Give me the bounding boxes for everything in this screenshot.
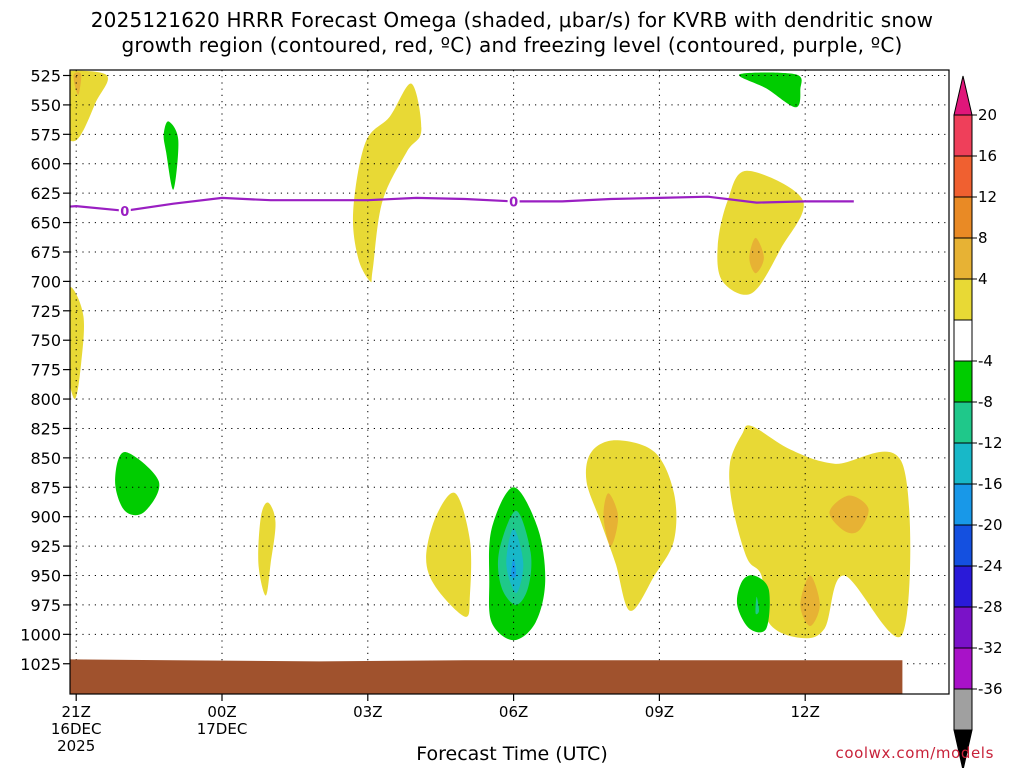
terrain-layer xyxy=(70,659,903,694)
colorbar-swatch-14 xyxy=(953,688,973,731)
colorbar-label-7: -12 xyxy=(978,434,1003,452)
colorbar-swatch-3 xyxy=(953,237,973,280)
chart-title: 2025121620 HRRR Forecast Omega (shaded, … xyxy=(0,8,1024,58)
tick-label-x-00Z-2: 17DEC xyxy=(197,720,248,738)
omega-region-5 xyxy=(717,170,804,295)
tick-label-x-21Z-1: 21Z xyxy=(62,703,91,721)
colorbar-label-12: -32 xyxy=(978,639,1003,657)
tick-label-x-09Z-1: 09Z xyxy=(645,703,674,721)
colorbar-swatch-7 xyxy=(953,401,973,444)
colorbar-label-8: -16 xyxy=(978,475,1003,493)
tick-label-y-625: 625 xyxy=(30,184,61,203)
omega-region-7 xyxy=(70,286,84,399)
tick-label-y-925: 925 xyxy=(30,537,61,556)
colorbar-label-10: -24 xyxy=(978,557,1003,575)
tick-label-y-675: 675 xyxy=(30,243,61,262)
tick-label-y-550: 550 xyxy=(30,96,61,115)
colorbar-label-2: 12 xyxy=(978,188,997,206)
omega-region-20 xyxy=(736,575,770,633)
colorbar-label-1: 16 xyxy=(978,147,997,165)
colorbar-label-6: -8 xyxy=(978,393,993,411)
tick-label-y-875: 875 xyxy=(30,478,61,497)
tick-label-x-06Z-1: 06Z xyxy=(499,703,528,721)
colorbar-swatch-8 xyxy=(953,442,973,485)
omega-shading-layer xyxy=(70,70,911,641)
freezing-level-label-bg-0 xyxy=(118,202,131,219)
colorbar-top-arrow xyxy=(953,75,973,116)
terrain-surface xyxy=(70,659,903,694)
omega-region-18 xyxy=(829,495,869,534)
omega-region-17 xyxy=(729,425,911,639)
freezing-level-label-0: 0 xyxy=(120,205,129,220)
omega-region-4 xyxy=(738,72,802,108)
tick-label-y-700: 700 xyxy=(30,272,61,291)
omega-region-9 xyxy=(258,502,276,596)
colorbar-label-11: -28 xyxy=(978,598,1003,616)
colorbar-swatch-9 xyxy=(953,483,973,526)
colorbar-swatch-4 xyxy=(953,278,973,321)
x-axis-label: Forecast Time (UTC) xyxy=(416,743,608,765)
tick-label-y-800: 800 xyxy=(30,390,61,409)
tick-label-y-725: 725 xyxy=(30,302,61,321)
omega-region-2 xyxy=(163,121,179,190)
tick-label-x-21Z-2: 16DEC xyxy=(51,720,102,738)
omega-region-6 xyxy=(749,237,764,274)
plot-frame xyxy=(69,69,950,695)
tick-label-x-21Z-3: 2025 xyxy=(57,737,95,755)
freezing-level-label-1: 0 xyxy=(509,195,518,210)
colorbar-bottom-arrow xyxy=(953,729,973,768)
colorbar-swatch-10 xyxy=(953,524,973,567)
colorbar-label-4: 4 xyxy=(978,270,988,288)
chart-title-line2: growth region (contoured, red, ºC) and f… xyxy=(121,33,903,57)
colorbar-swatch-12 xyxy=(953,606,973,649)
chart-title-line1: 2025121620 HRRR Forecast Omega (shaded, … xyxy=(90,8,934,32)
grid-layer xyxy=(70,70,949,694)
colorbar-label-0: 20 xyxy=(978,106,997,124)
omega-region-10 xyxy=(426,492,472,617)
omega-region-3 xyxy=(352,83,422,283)
colorbar-label-3: 8 xyxy=(978,229,988,247)
omega-region-16 xyxy=(603,493,619,547)
omega-region-21 xyxy=(755,596,760,615)
freezing-level-layer: 00 xyxy=(70,193,854,220)
tick-label-x-00Z-1: 00Z xyxy=(207,703,236,721)
tick-label-y-1000: 1000 xyxy=(20,625,61,644)
colorbar: 20 16 12 8 4 -4 -8 -12 -16 -20 -24 -28 -32 -36 xyxy=(953,75,1003,768)
colorbar-swatch-6 xyxy=(953,360,973,403)
colorbar-swatch-11 xyxy=(953,565,973,608)
tick-label-y-600: 600 xyxy=(30,155,61,174)
tick-label-y-950: 950 xyxy=(30,567,61,586)
colorbar-label-5: -4 xyxy=(978,352,993,370)
tick-label-x-12Z-1: 12Z xyxy=(791,703,820,721)
tick-label-y-975: 975 xyxy=(30,596,61,615)
colorbar-swatch-5 xyxy=(953,319,973,362)
colorbar-swatch-1 xyxy=(953,155,973,198)
colorbar-swatch-0 xyxy=(953,114,973,157)
omega-region-14 xyxy=(511,557,517,578)
tick-label-y-750: 750 xyxy=(30,331,61,350)
tick-label-y-650: 650 xyxy=(30,214,61,233)
omega-region-8 xyxy=(115,452,160,516)
credit-link[interactable]: coolwx.com/models xyxy=(835,744,994,762)
y-axis: 525 550 575 600 625 650 675 700 725 750 775 800 825 8… xyxy=(20,67,70,674)
tick-label-y-775: 775 xyxy=(30,361,61,380)
tick-label-y-525: 525 xyxy=(30,67,61,86)
freezing-level-label-bg-1 xyxy=(507,193,520,210)
tick-label-y-825: 825 xyxy=(30,419,61,438)
colorbar-label-9: -20 xyxy=(978,516,1003,534)
tick-label-y-900: 900 xyxy=(30,508,61,527)
tick-label-y-575: 575 xyxy=(30,125,61,144)
omega-region-1 xyxy=(73,72,82,95)
omega-region-13 xyxy=(506,528,524,594)
colorbar-label-13: -36 xyxy=(978,680,1003,698)
tick-label-y-850: 850 xyxy=(30,449,61,468)
omega-region-19 xyxy=(800,575,820,627)
tick-label-y-1025: 1025 xyxy=(20,655,61,674)
colorbar-swatch-2 xyxy=(953,196,973,239)
colorbar-swatch-13 xyxy=(953,647,973,690)
omega-region-15 xyxy=(585,440,677,611)
tick-label-x-03Z-1: 03Z xyxy=(353,703,382,721)
